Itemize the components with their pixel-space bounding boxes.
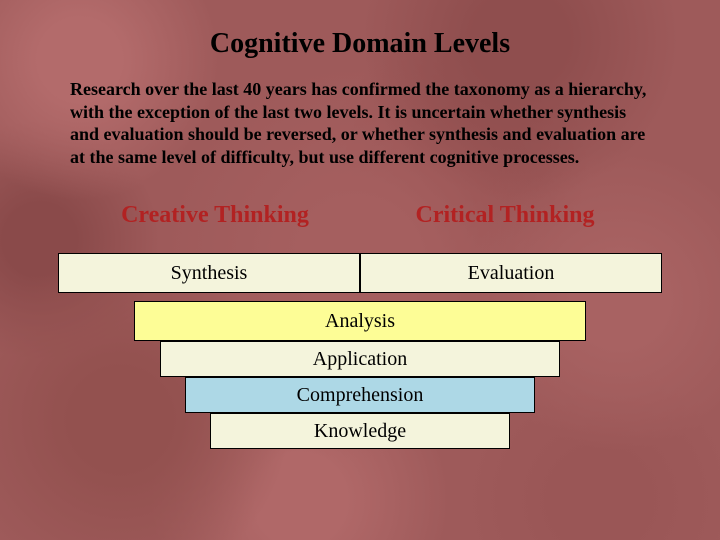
evaluation-box: Evaluation [360, 253, 662, 293]
synthesis-box: Synthesis [58, 253, 360, 293]
analysis-label: Analysis [325, 310, 395, 333]
thinking-headings-row: Creative Thinking Critical Thinking [70, 202, 650, 241]
critical-thinking-heading: Critical Thinking [360, 202, 650, 229]
comprehension-box: Comprehension [185, 377, 535, 413]
evaluation-label: Evaluation [468, 262, 555, 285]
slide-content: Cognitive Domain Levels Research over th… [0, 0, 720, 449]
levels-stack: Analysis Application Comprehension Knowl… [70, 301, 650, 449]
critical-thinking-col: Critical Thinking [360, 202, 650, 241]
creative-thinking-heading: Creative Thinking [70, 202, 360, 229]
intro-paragraph: Research over the last 40 years has conf… [70, 78, 650, 168]
comprehension-label: Comprehension [297, 384, 424, 407]
creative-thinking-col: Creative Thinking [70, 202, 360, 241]
top-level-row: Synthesis Evaluation [58, 253, 662, 293]
knowledge-label: Knowledge [314, 420, 406, 443]
analysis-box: Analysis [134, 301, 586, 341]
synthesis-label: Synthesis [171, 262, 248, 285]
page-title: Cognitive Domain Levels [70, 28, 650, 60]
knowledge-box: Knowledge [210, 413, 510, 449]
application-label: Application [313, 348, 407, 371]
application-box: Application [160, 341, 560, 377]
